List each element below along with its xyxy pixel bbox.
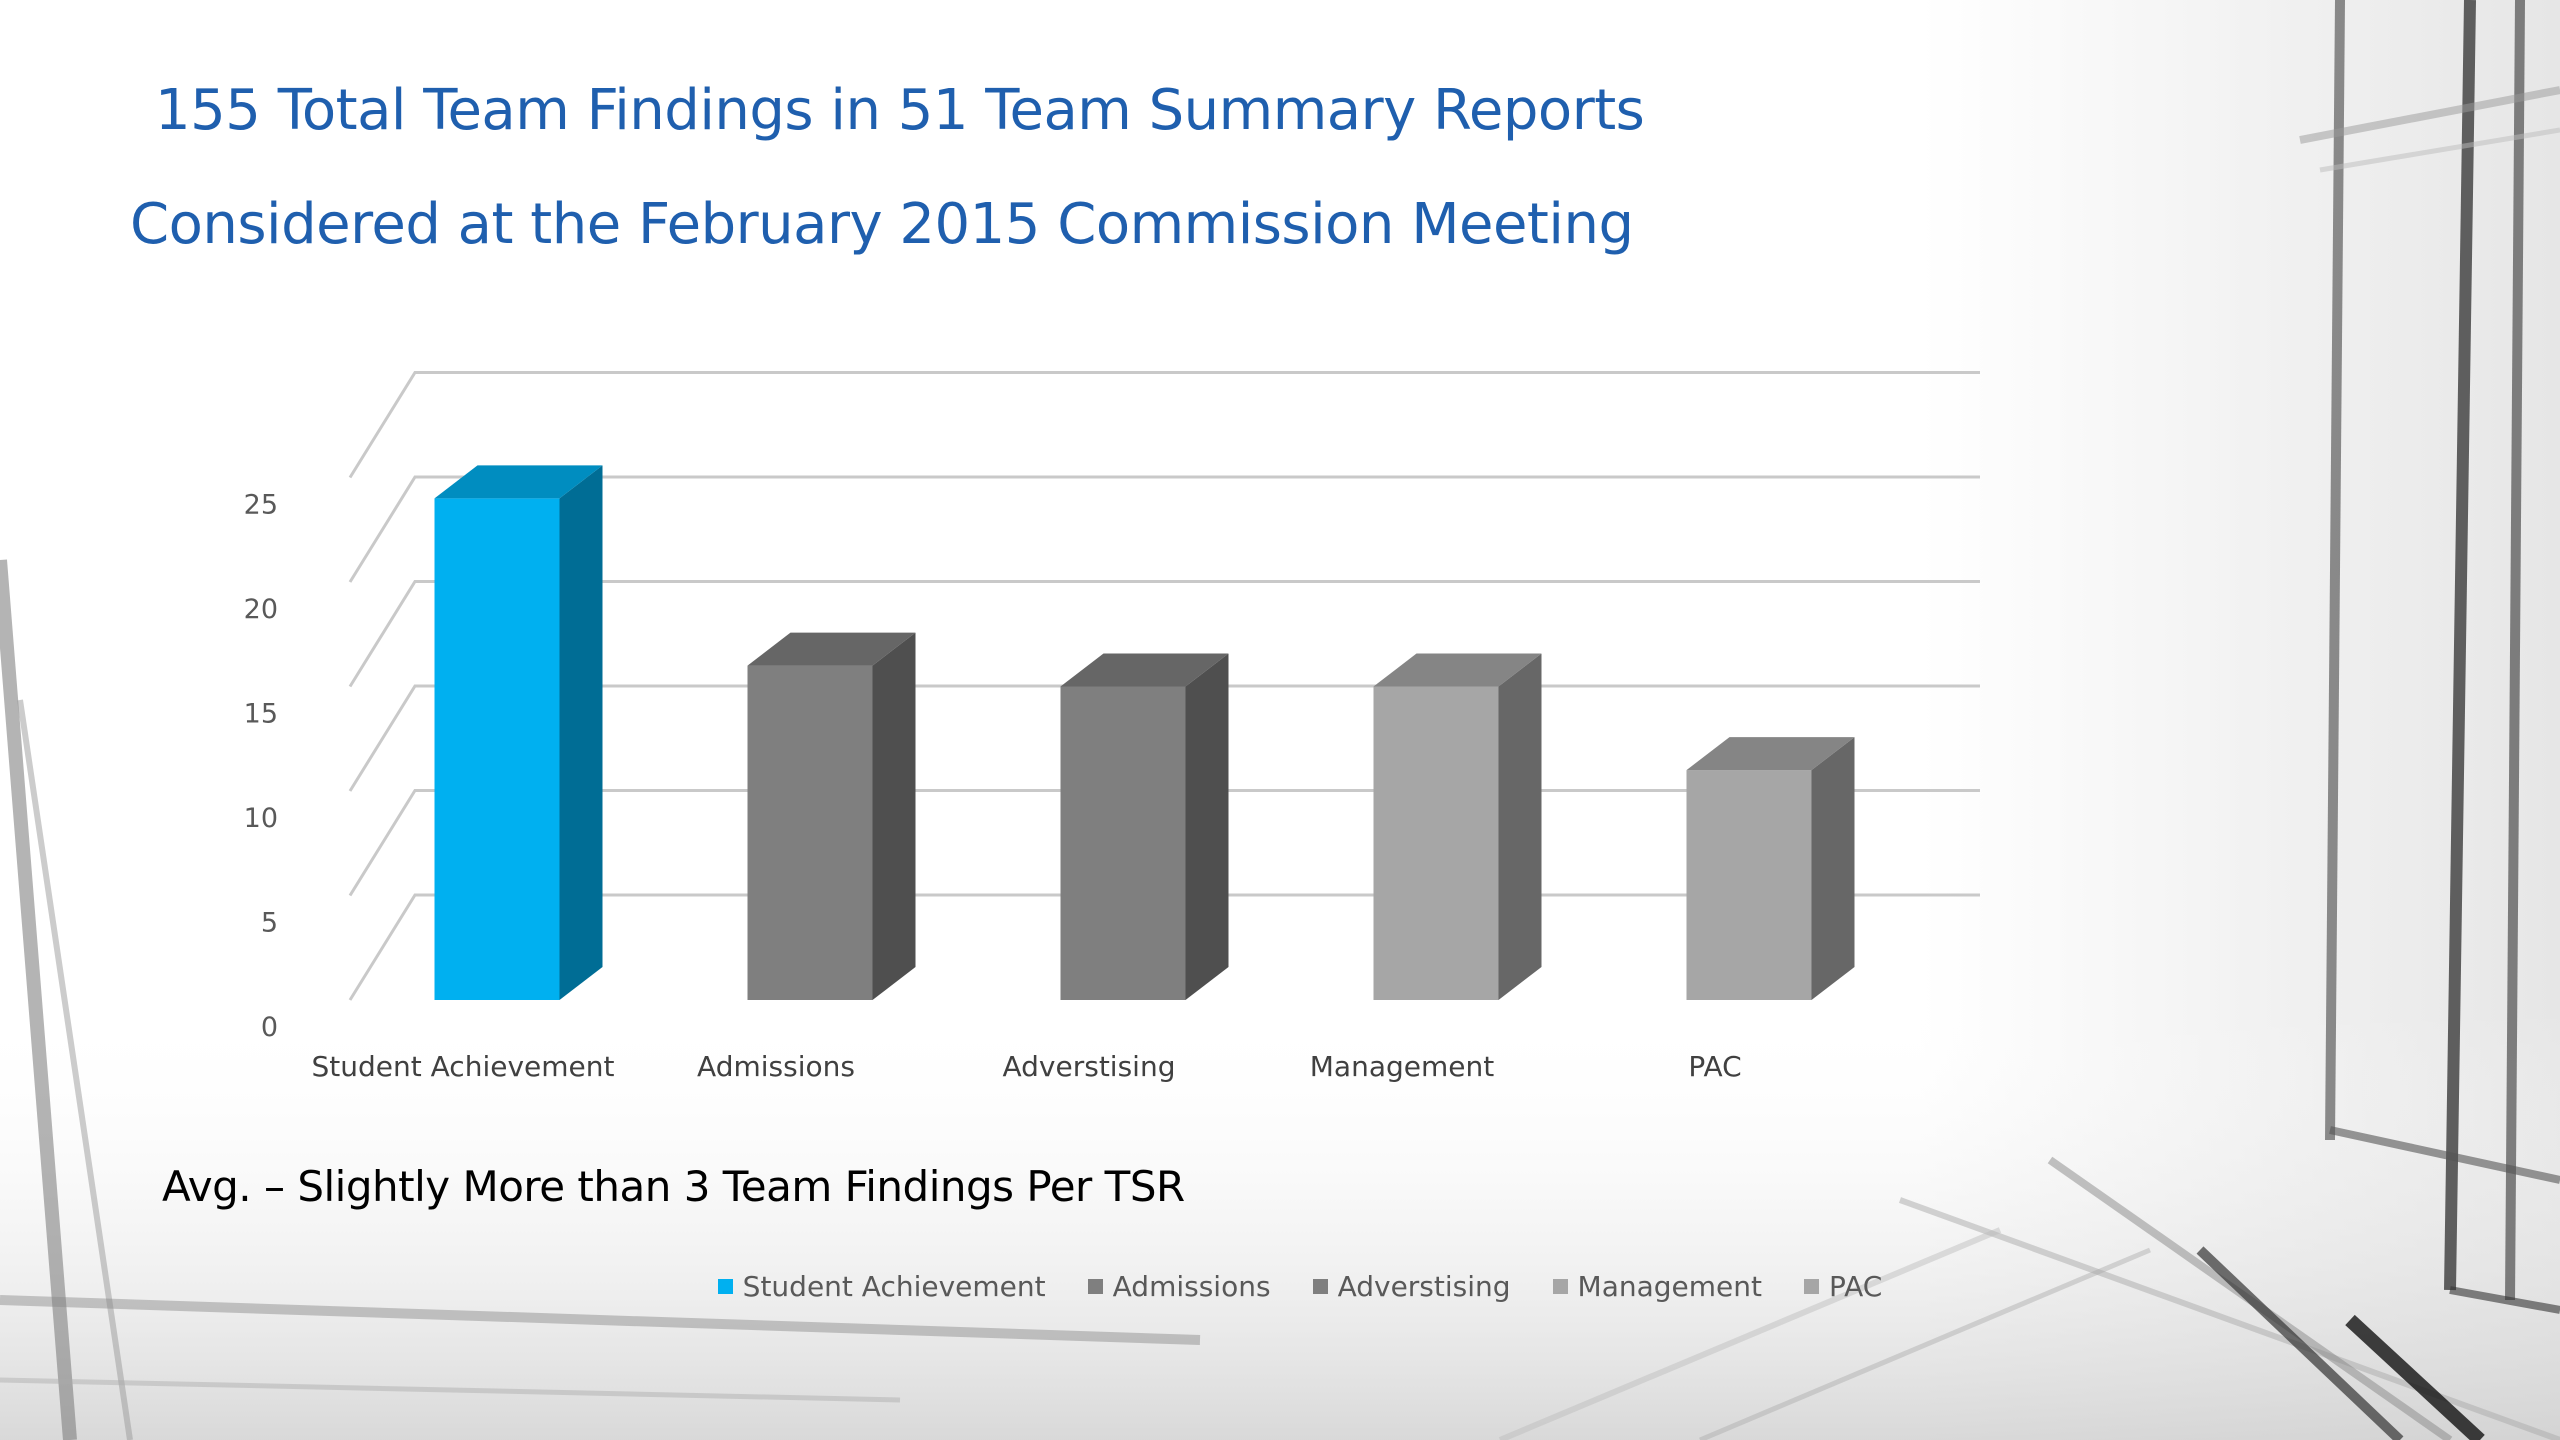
gridline: [348, 580, 1980, 688]
x-tick-label: Management: [1310, 1050, 1494, 1083]
legend-label: Admissions: [1112, 1270, 1271, 1303]
chart-y-tick-labels: 0 5 10 15 20 25: [244, 490, 278, 1044]
legend-swatch: [1087, 1279, 1103, 1294]
y-tick-label: 15: [244, 699, 278, 730]
legend-swatch: [1552, 1279, 1568, 1294]
bar: [1686, 737, 1855, 1000]
x-tick-label: Adverstising: [1003, 1050, 1176, 1083]
legend-label: Management: [1577, 1270, 1762, 1303]
x-tick-label: Admissions: [697, 1050, 855, 1083]
y-tick-label: 20: [244, 594, 278, 625]
chart-bars: [434, 465, 1855, 1000]
gridline: [348, 475, 1980, 583]
legend-label: Student Achievement: [742, 1270, 1046, 1303]
y-tick-label: 25: [244, 490, 278, 521]
legend-label: PAC: [1829, 1270, 1883, 1303]
y-tick-label: 5: [261, 908, 278, 939]
slide-title-line-1: 155 Total Team Findings in 51 Team Summa…: [155, 78, 1645, 143]
bar: [434, 465, 603, 1000]
slide-title-line-2: Considered at the February 2015 Commissi…: [130, 192, 1634, 257]
bar: [1373, 653, 1542, 1000]
x-tick-label: Student Achievement: [312, 1050, 615, 1083]
legend-item: Admissions: [1087, 1270, 1271, 1303]
chart-gridlines: [348, 371, 1980, 1001]
legend-item: Student Achievement: [717, 1270, 1046, 1303]
chart-legend: Student Achievement Admissions Adverstisin…: [0, 1270, 2560, 1303]
legend-item: PAC: [1804, 1270, 1882, 1303]
x-tick-label: PAC: [1688, 1050, 1741, 1083]
legend-swatch: [1804, 1279, 1819, 1294]
y-tick-label: 10: [244, 803, 278, 834]
y-tick-label: 0: [261, 1012, 278, 1043]
bar: [1060, 653, 1229, 1000]
bar: [747, 632, 916, 1000]
average-findings-note: Avg. – Slightly More than 3 Team Finding…: [162, 1162, 1185, 1211]
legend-label: Adverstising: [1337, 1270, 1511, 1303]
legend-swatch: [1312, 1279, 1328, 1294]
gridline: [348, 371, 1980, 479]
legend-item: Management: [1552, 1270, 1762, 1303]
legend-swatch: [717, 1279, 733, 1294]
legend-item: Adverstising: [1312, 1270, 1511, 1303]
chart-x-tick-labels: Student Achievement Admissions Adverstisin…: [312, 1050, 1742, 1083]
